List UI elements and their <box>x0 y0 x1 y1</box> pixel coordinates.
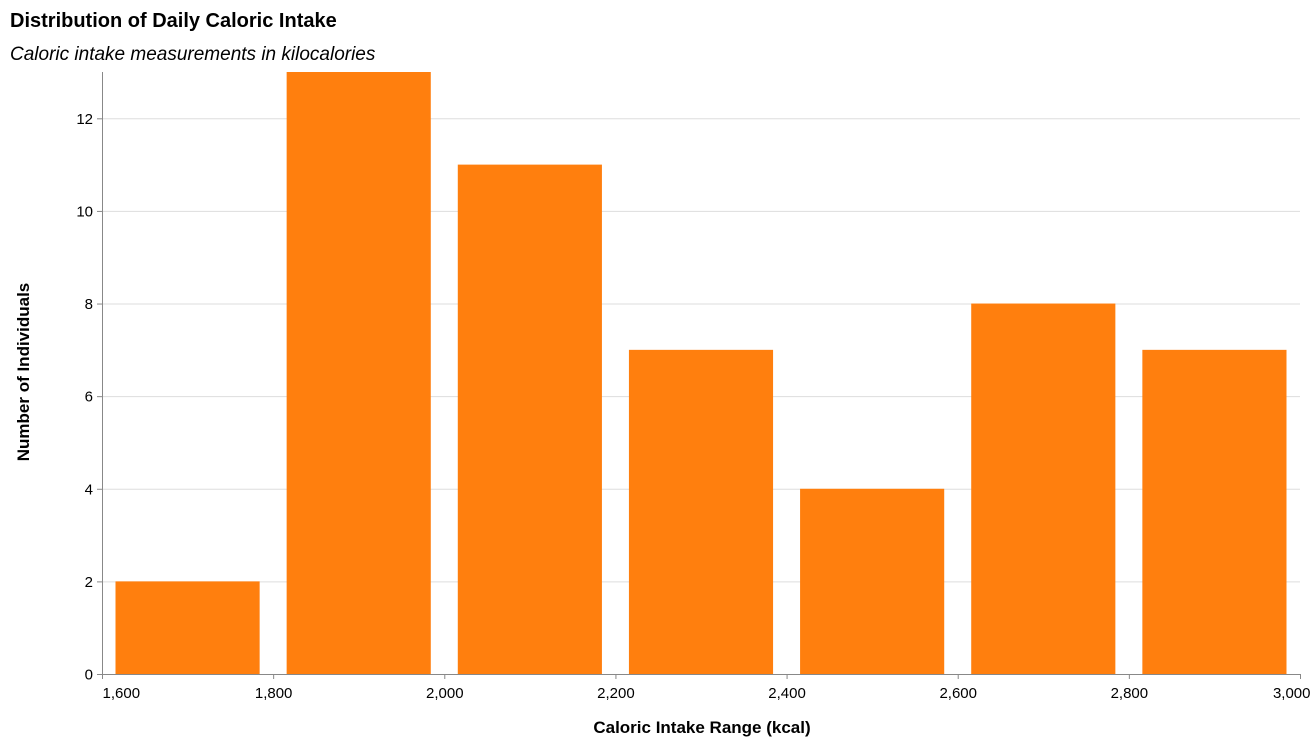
x-tick-label: 2,400 <box>768 685 806 702</box>
chart-subtitle: Caloric intake measurements in kilocalor… <box>10 44 376 65</box>
bar-2200-2400 <box>628 349 774 674</box>
y-tick-label: 10 <box>76 203 93 220</box>
bar-2600-2800 <box>971 303 1116 674</box>
x-tick-label: 2,000 <box>426 685 464 702</box>
bar-1600-1800 <box>115 581 260 674</box>
y-tick-label: 12 <box>76 111 93 128</box>
chart-title: Distribution of Daily Caloric Intake <box>10 10 337 32</box>
bar-2400-2600 <box>800 488 945 674</box>
bar-1800-2000 <box>286 72 431 674</box>
x-tick-label: 1,600 <box>103 685 141 702</box>
bar-2800-3000 <box>1142 349 1287 674</box>
y-tick-label: 2 <box>85 574 93 591</box>
axes: 0 2 4 6 8 10 12 1,600 1,800 2,000 2,200 2,400 2,600 2… <box>76 72 1311 702</box>
x-tick-label: 1,800 <box>255 685 293 702</box>
y-axis-title: Number of Individuals <box>14 283 33 462</box>
bar-2000-2200 <box>457 164 602 674</box>
x-tick-label: 2,800 <box>1111 685 1149 702</box>
y-tick-label: 6 <box>85 389 93 406</box>
y-tick-label: 0 <box>85 667 93 684</box>
x-tick-label: 3,000 <box>1273 685 1311 702</box>
y-tick-label: 8 <box>85 296 93 313</box>
y-tick-label: 4 <box>85 481 93 498</box>
x-tick-label: 2,200 <box>597 685 635 702</box>
x-axis-title: Caloric Intake Range (kcal) <box>593 718 810 737</box>
x-tick-label: 2,600 <box>939 685 977 702</box>
bars <box>115 72 1287 674</box>
